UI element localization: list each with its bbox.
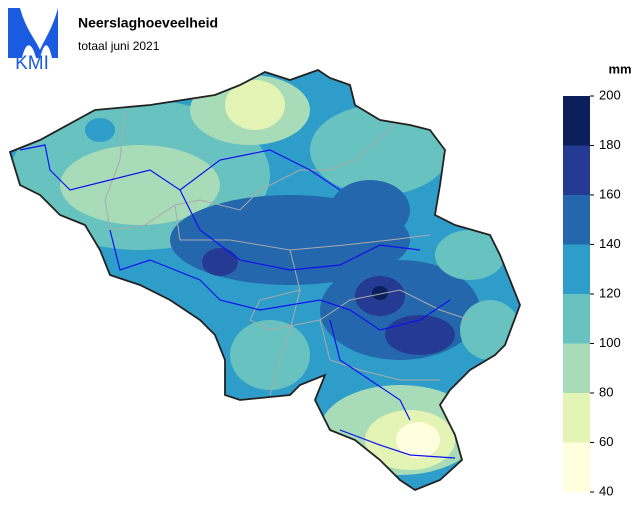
legend-tick-label: 140 (599, 236, 621, 251)
legend-band (563, 195, 590, 245)
legend-band (563, 145, 590, 195)
logo-text: KMI (15, 53, 49, 74)
legend-tick-label: 60 (599, 434, 613, 449)
legend-tick-label: 180 (599, 137, 621, 152)
legend-band (563, 294, 590, 344)
province-borders (104, 109, 471, 396)
legend-tick-label: 40 (599, 483, 613, 498)
logo: KMI (8, 8, 58, 74)
legend: 40 60 80 100 120 140 160 180 200 (563, 87, 621, 498)
subtitle: totaal juni 2021 (78, 39, 160, 53)
legend-tick-label: 80 (599, 384, 613, 399)
rivers (19, 144, 456, 459)
map (10, 70, 520, 490)
legend-band (563, 343, 590, 393)
legend-band (563, 244, 590, 294)
contours (10, 75, 520, 475)
legend-tick-label: 200 (599, 87, 621, 102)
legend-band (563, 442, 590, 492)
legend-band (563, 96, 590, 146)
legend-unit: mm (608, 61, 631, 76)
legend-tick-label: 100 (599, 335, 621, 350)
title: Neerslaghoeveelheid (78, 15, 218, 31)
legend-tick-label: 120 (599, 285, 621, 300)
logo-mark (8, 8, 58, 58)
legend-tick-label: 160 (599, 186, 621, 201)
legend-band (563, 393, 590, 443)
